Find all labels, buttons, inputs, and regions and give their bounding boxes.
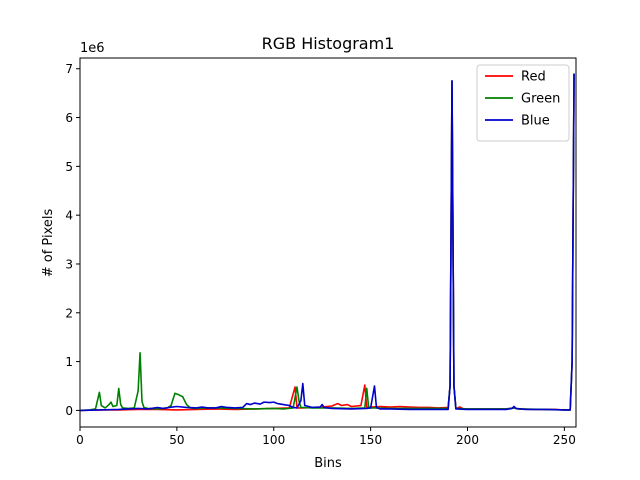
y-tick-label: 4 [65,209,73,223]
y-tick-label: 3 [65,257,73,271]
plot-area [79,57,577,428]
x-tick-label: 150 [359,433,382,447]
y-tick-label: 5 [65,160,73,174]
x-tick-label: 100 [262,433,285,447]
legend-box [476,64,570,142]
y-tick-label: 0 [65,404,73,418]
x-tick-label: 0 [76,433,84,447]
x-tick-label: 50 [169,433,184,447]
y-tick-label: 7 [65,62,73,76]
y-axis-ticks: 0 1 2 3 4 5 6 7 [65,62,80,418]
x-axis-label: Bins [314,456,342,471]
y-multiplier-label: 1e6 [80,41,105,56]
chart-title: RGB Histogram1 [262,34,395,53]
legend-label-green: Green [521,92,560,107]
legend-label-blue: Blue [521,114,550,129]
x-tick-label: 200 [456,433,479,447]
x-axis-ticks: 0 50 100 150 200 250 [76,427,576,447]
legend-label-red: Red [521,70,546,85]
series-line-blue [79,73,575,412]
plot-frame [79,57,577,428]
x-tick-label: 250 [553,433,576,447]
y-tick-label: 2 [65,306,73,320]
y-axis-label: # of Pixels [41,209,56,278]
y-tick-label: 1 [65,355,73,369]
series-layer [79,73,575,412]
y-tick-label: 6 [65,111,73,125]
legend: Red Green Blue [476,64,570,142]
